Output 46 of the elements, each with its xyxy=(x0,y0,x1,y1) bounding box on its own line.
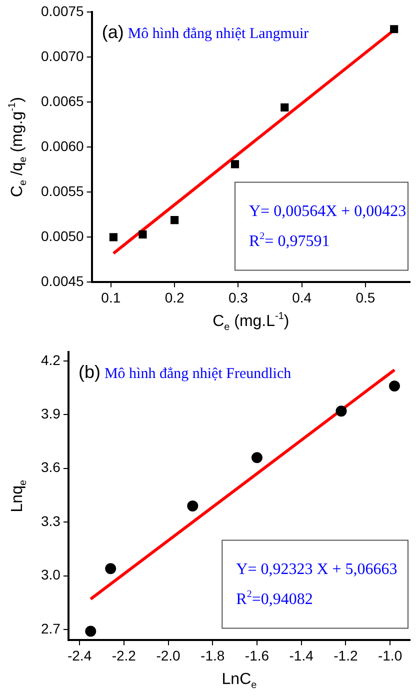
y-tick-label: 2.7 xyxy=(40,620,61,636)
x-tick-label: 0.4 xyxy=(292,289,312,306)
point xyxy=(85,626,96,637)
y-tick-label: 0.0070 xyxy=(40,48,84,64)
annotation: Mô hình đẳng nhiệt Freundlich xyxy=(104,366,292,382)
point xyxy=(230,160,240,168)
point xyxy=(336,406,347,417)
annotation: Y= 0,92323 X + 5,06663 xyxy=(236,561,398,578)
y-tick-label: 0.0060 xyxy=(40,138,84,154)
y-tick-label: 3.3 xyxy=(40,512,61,529)
y-tick-label: 0.0065 xyxy=(40,92,84,109)
x-tick-label: -1.6 xyxy=(244,647,270,664)
annotation: (b) xyxy=(78,362,100,382)
y-tick-label: 3.6 xyxy=(40,459,61,476)
point xyxy=(105,563,116,574)
x-tick-label: -1.8 xyxy=(200,647,225,664)
y-tick-label: 0.0075 xyxy=(40,2,84,19)
x-tick-label: -2.4 xyxy=(67,647,92,664)
x-tick-label: 0.2 xyxy=(164,289,184,306)
point xyxy=(109,233,118,242)
x-tick-label: 0.3 xyxy=(228,289,248,306)
x-tick-label: -2.2 xyxy=(112,647,136,664)
point xyxy=(170,216,179,224)
point xyxy=(280,103,289,112)
y-tick-label: 3.0 xyxy=(40,566,61,583)
y-tick-label: 4.2 xyxy=(40,352,61,368)
point xyxy=(138,230,147,238)
y-axis-title: Lnqe xyxy=(9,480,29,512)
point xyxy=(390,25,398,34)
annotation: Y= 0,00564X + 0,00423 xyxy=(249,203,406,220)
point xyxy=(251,452,262,464)
x-tick-label: 0.1 xyxy=(101,289,121,306)
y-tick-label: 3.9 xyxy=(40,406,61,422)
point xyxy=(187,500,198,512)
y-axis-title: Ce /qe (mg.g-1) xyxy=(6,97,29,198)
x-tick-label: -1.4 xyxy=(289,647,314,664)
point xyxy=(388,380,400,392)
y-tick-label: 0.0050 xyxy=(40,228,84,244)
x-tick-label: -1.0 xyxy=(378,647,402,664)
x-tick-label: -1.2 xyxy=(334,647,358,664)
y-tick-label: 0.0045 xyxy=(40,273,84,290)
annotation: (a) xyxy=(102,22,124,42)
y-tick-label: 0.0055 xyxy=(40,182,84,199)
x-tick-label: 0.5 xyxy=(356,289,376,306)
annotation: Mô hình đẳng nhiệt Langmuir xyxy=(128,26,309,42)
x-tick-label: -2.0 xyxy=(156,647,181,664)
